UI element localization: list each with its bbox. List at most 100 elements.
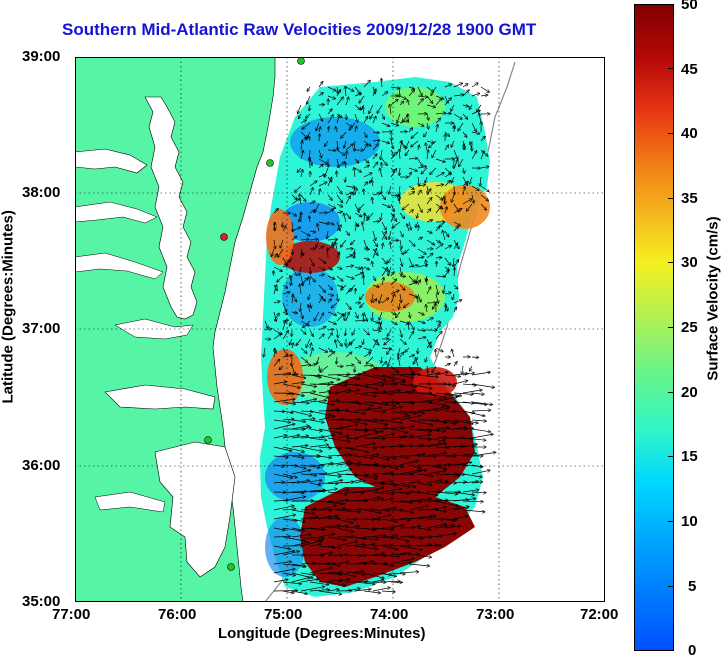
velocity-arrow — [408, 355, 414, 357]
velocity-arrow — [399, 248, 403, 255]
velocity-arrow — [426, 287, 431, 295]
velocity-arrow — [354, 561, 373, 565]
velocity-arrow — [372, 553, 384, 555]
velocity-arrow — [463, 144, 464, 151]
velocity-arrow — [309, 473, 327, 474]
velocity-arrow — [399, 402, 414, 403]
velocity-arrow — [298, 104, 302, 113]
velocity-arrow — [372, 434, 394, 439]
velocity-arrow — [327, 115, 333, 124]
velocity-arrow — [327, 409, 339, 412]
velocity-arrow — [273, 419, 290, 422]
velocity-arrow — [327, 333, 332, 340]
velocity-arrow — [426, 305, 427, 313]
velocity-arrow — [426, 545, 437, 546]
velocity-arrow — [426, 318, 433, 322]
velocity-arrow — [408, 221, 411, 230]
velocity-arrow — [399, 338, 406, 344]
velocity-arrow — [444, 293, 451, 295]
velocity-arrow — [318, 506, 336, 511]
velocity-arrow — [462, 410, 485, 416]
velocity-arrow — [291, 426, 309, 430]
colorbar — [634, 4, 674, 651]
velocity-arrow — [318, 463, 333, 466]
velocity-arrow — [381, 140, 389, 143]
velocity-arrow — [426, 453, 446, 457]
velocity-arrow — [354, 429, 368, 430]
velocity-arrow — [363, 535, 385, 538]
velocity-arrow — [426, 239, 434, 245]
velocity-arrow — [381, 402, 399, 403]
velocity-arrow — [390, 525, 404, 529]
velocity-arrow — [352, 329, 356, 335]
velocity-arrow — [309, 437, 327, 440]
velocity-arrow — [336, 275, 343, 281]
velocity-arrow — [372, 299, 377, 304]
velocity-arrow — [398, 347, 401, 356]
velocity-arrow — [390, 374, 415, 375]
velocity-arrow — [381, 163, 382, 169]
velocity-arrow — [351, 239, 356, 244]
velocity-arrow — [453, 462, 471, 466]
velocity-arrow — [318, 374, 340, 380]
velocity-arrow — [318, 93, 323, 97]
velocity-arrow — [392, 221, 401, 228]
velocity-arrow — [471, 492, 486, 493]
velocity-arrow — [354, 158, 359, 163]
x-tick-label: 76:00 — [158, 606, 197, 623]
velocity-arrow — [318, 428, 342, 434]
velocity-arrow — [408, 265, 418, 267]
map-plot[interactable] — [75, 57, 605, 602]
velocity-arrow — [345, 86, 354, 91]
velocity-arrow — [318, 516, 338, 520]
velocity-arrow — [463, 167, 464, 173]
velocity-arrow — [408, 506, 429, 511]
velocity-arrow — [390, 559, 414, 565]
velocity-arrow — [318, 246, 324, 250]
velocity-arrow — [399, 302, 400, 309]
velocity-arrow — [355, 188, 357, 196]
velocity-arrow — [354, 320, 365, 321]
velocity-arrow — [453, 113, 462, 119]
velocity-arrow — [309, 410, 331, 415]
velocity-arrow — [471, 93, 480, 97]
velocity-arrow — [354, 392, 376, 396]
velocity-arrow — [480, 185, 489, 192]
velocity-arrow — [318, 175, 325, 178]
velocity-arrow — [337, 140, 338, 150]
velocity-arrow — [363, 131, 367, 137]
velocity-arrow — [399, 374, 413, 378]
velocity-arrow — [345, 302, 351, 309]
velocity-arrow — [408, 167, 417, 171]
velocity-arrow — [337, 171, 338, 178]
velocity-arrow — [291, 527, 304, 531]
colorbar-tick-label: 35 — [681, 190, 698, 207]
velocity-arrow — [327, 491, 347, 494]
velocity-arrow — [390, 100, 398, 106]
velocity-arrow — [405, 140, 410, 149]
velocity-arrow — [408, 239, 415, 246]
velocity-arrow — [336, 194, 343, 203]
velocity-arrow — [345, 545, 365, 547]
velocity-arrow — [354, 86, 360, 94]
y-tick-label: 36:00 — [22, 457, 61, 474]
velocity-arrow — [327, 419, 344, 420]
velocity-arrow — [417, 337, 426, 339]
velocity-arrow — [382, 243, 383, 250]
velocity-arrow — [381, 482, 397, 486]
velocity-arrow — [345, 419, 367, 424]
velocity-arrow — [451, 104, 455, 111]
colorbar-tick-label: 45 — [681, 61, 698, 78]
velocity-arrow — [307, 95, 311, 104]
y-tick-label: 39:00 — [22, 48, 61, 65]
velocity-arrow — [282, 383, 300, 388]
velocity-arrow — [291, 402, 309, 403]
velocity-arrow — [426, 524, 446, 529]
velocity-arrow — [381, 518, 397, 522]
velocity-arrow — [471, 465, 482, 467]
velocity-arrow — [336, 425, 357, 430]
orange-patch-4 — [266, 209, 294, 265]
velocity-arrow — [435, 510, 446, 512]
velocity-arrow — [309, 563, 330, 564]
velocity-arrow — [399, 572, 418, 573]
